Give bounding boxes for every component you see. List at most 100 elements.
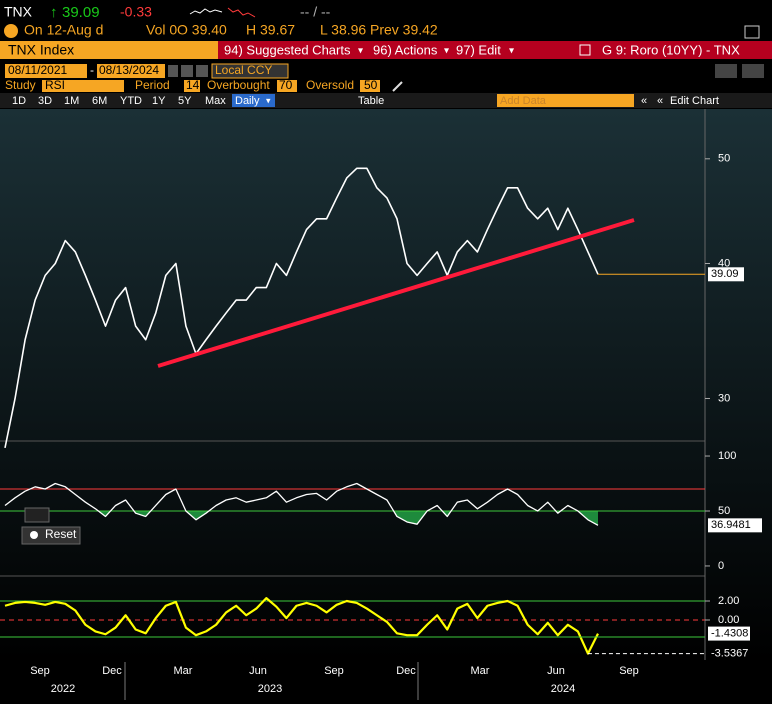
range-button[interactable]: 3D	[38, 95, 52, 107]
security: TNX Index	[8, 42, 74, 58]
overbought: 70	[279, 78, 293, 92]
reset-label: Reset	[45, 527, 77, 541]
calendar-button[interactable]	[168, 65, 178, 77]
range-button[interactable]: 1M	[64, 95, 79, 107]
oversold: 50	[364, 78, 378, 92]
dropdown-caret: ▾	[358, 46, 363, 57]
frequency-select[interactable]	[232, 94, 275, 107]
range-button[interactable]: Max	[205, 95, 226, 107]
period: 14	[186, 78, 200, 92]
range-button[interactable]: 1Y	[152, 95, 166, 107]
collapse-button[interactable]: «	[641, 95, 647, 107]
range-button[interactable]: YTD	[120, 95, 142, 107]
currency: Local CCY	[215, 63, 272, 77]
series-line	[4, 597, 599, 655]
x-tick-label: Jun	[249, 665, 267, 677]
last-value-box	[708, 626, 750, 641]
x-axis-bg	[0, 661, 772, 704]
start-date: 08/11/2021	[8, 63, 67, 77]
currency-select[interactable]	[211, 63, 289, 79]
start-date-input[interactable]	[5, 64, 87, 78]
table-button[interactable]: Table	[358, 95, 384, 107]
sparkline	[189, 8, 223, 15]
ticker: TNX	[4, 4, 33, 20]
study-label: Study	[5, 78, 36, 92]
x-tick-label: Jun	[547, 665, 565, 677]
period-input[interactable]	[184, 80, 200, 92]
add-data: Add Data	[500, 95, 547, 107]
oversold-input[interactable]	[360, 80, 380, 92]
high: H 39.67	[246, 22, 295, 38]
min-value-label: -3.5367	[711, 648, 748, 660]
menu-bar	[218, 41, 772, 59]
security-bar[interactable]	[0, 41, 218, 59]
last-price: 39.09	[62, 4, 100, 21]
year-label: 2022	[51, 683, 75, 695]
y-tick-label: 2.00	[718, 595, 739, 607]
overbought-input[interactable]	[277, 80, 297, 92]
add-data-input[interactable]	[497, 94, 634, 107]
range-button[interactable]: 1D	[12, 95, 26, 107]
pencil-icon[interactable]	[392, 81, 403, 92]
x-tick-label: Mar	[174, 665, 193, 677]
y-tick-label: 0.00	[718, 614, 739, 626]
period-label: Period	[135, 78, 170, 92]
chart-bg	[0, 109, 772, 661]
last-value-label: -1.4308	[711, 627, 748, 639]
series-line	[4, 482, 599, 526]
x-tick-label: Dec	[396, 665, 416, 677]
menu-suggested[interactable]: 94) Suggested Charts	[224, 42, 351, 57]
prev-button[interactable]	[181, 65, 193, 77]
y-tick-label: 0	[718, 560, 724, 572]
header-bg	[0, 0, 772, 40]
y-tick-label: 40	[718, 257, 730, 269]
x-tick-label: Sep	[30, 665, 50, 677]
bid-ask: -- / --	[300, 4, 331, 20]
chart-name: G 9: Roro (10YY) - TNX	[602, 42, 740, 57]
status-icon	[4, 24, 18, 38]
quote-date: On 12-Aug d	[24, 22, 103, 38]
dropdown-caret: ▾	[509, 46, 514, 57]
last-value-box	[708, 267, 744, 282]
y-tick-label: 50	[718, 153, 730, 165]
last-value-label: 39.09	[711, 268, 739, 280]
study-select[interactable]	[42, 80, 124, 92]
settings-button[interactable]	[742, 64, 764, 78]
x-tick-label: Sep	[324, 665, 344, 677]
year-label: 2024	[551, 683, 575, 695]
study-name: RSI	[45, 78, 65, 92]
dropdown-caret: ▾	[266, 95, 271, 105]
overbought-label: Overbought	[207, 78, 270, 92]
back-button[interactable]	[715, 64, 737, 78]
reset-button[interactable]	[21, 526, 81, 545]
volume: Vol 0	[146, 22, 177, 38]
date-separator: -	[90, 63, 94, 77]
range-button[interactable]: 5Y	[178, 95, 192, 107]
menu-edit[interactable]: 97) Edit	[456, 42, 501, 57]
popout-icon[interactable]	[579, 44, 591, 56]
x-tick-label: Mar	[471, 665, 490, 677]
open: O 39.40	[177, 22, 227, 38]
menu-actions[interactable]: 96) Actions	[373, 42, 438, 57]
year-label: 2023	[258, 683, 282, 695]
prev-close: Prev 39.42	[370, 22, 438, 38]
study-icon[interactable]	[24, 507, 50, 523]
window-icon[interactable]	[744, 25, 760, 39]
collapse-icon: «	[657, 95, 663, 107]
trend-line	[157, 218, 635, 368]
end-date: 08/13/2024	[99, 63, 159, 77]
next-button[interactable]	[196, 65, 208, 77]
y-tick-label: 50	[718, 505, 730, 517]
range-button[interactable]: 6M	[92, 95, 107, 107]
radio-icon	[30, 531, 38, 539]
end-date-input[interactable]	[97, 64, 165, 78]
oversold-label: Oversold	[306, 78, 354, 92]
dropdown-caret: ▾	[444, 46, 449, 57]
last-value-box	[708, 518, 762, 533]
edit-chart-button[interactable]: Edit Chart	[670, 95, 719, 107]
y-tick-label: 100	[718, 450, 736, 462]
change: -0.33	[120, 4, 152, 20]
x-tick-label: Sep	[619, 665, 639, 677]
